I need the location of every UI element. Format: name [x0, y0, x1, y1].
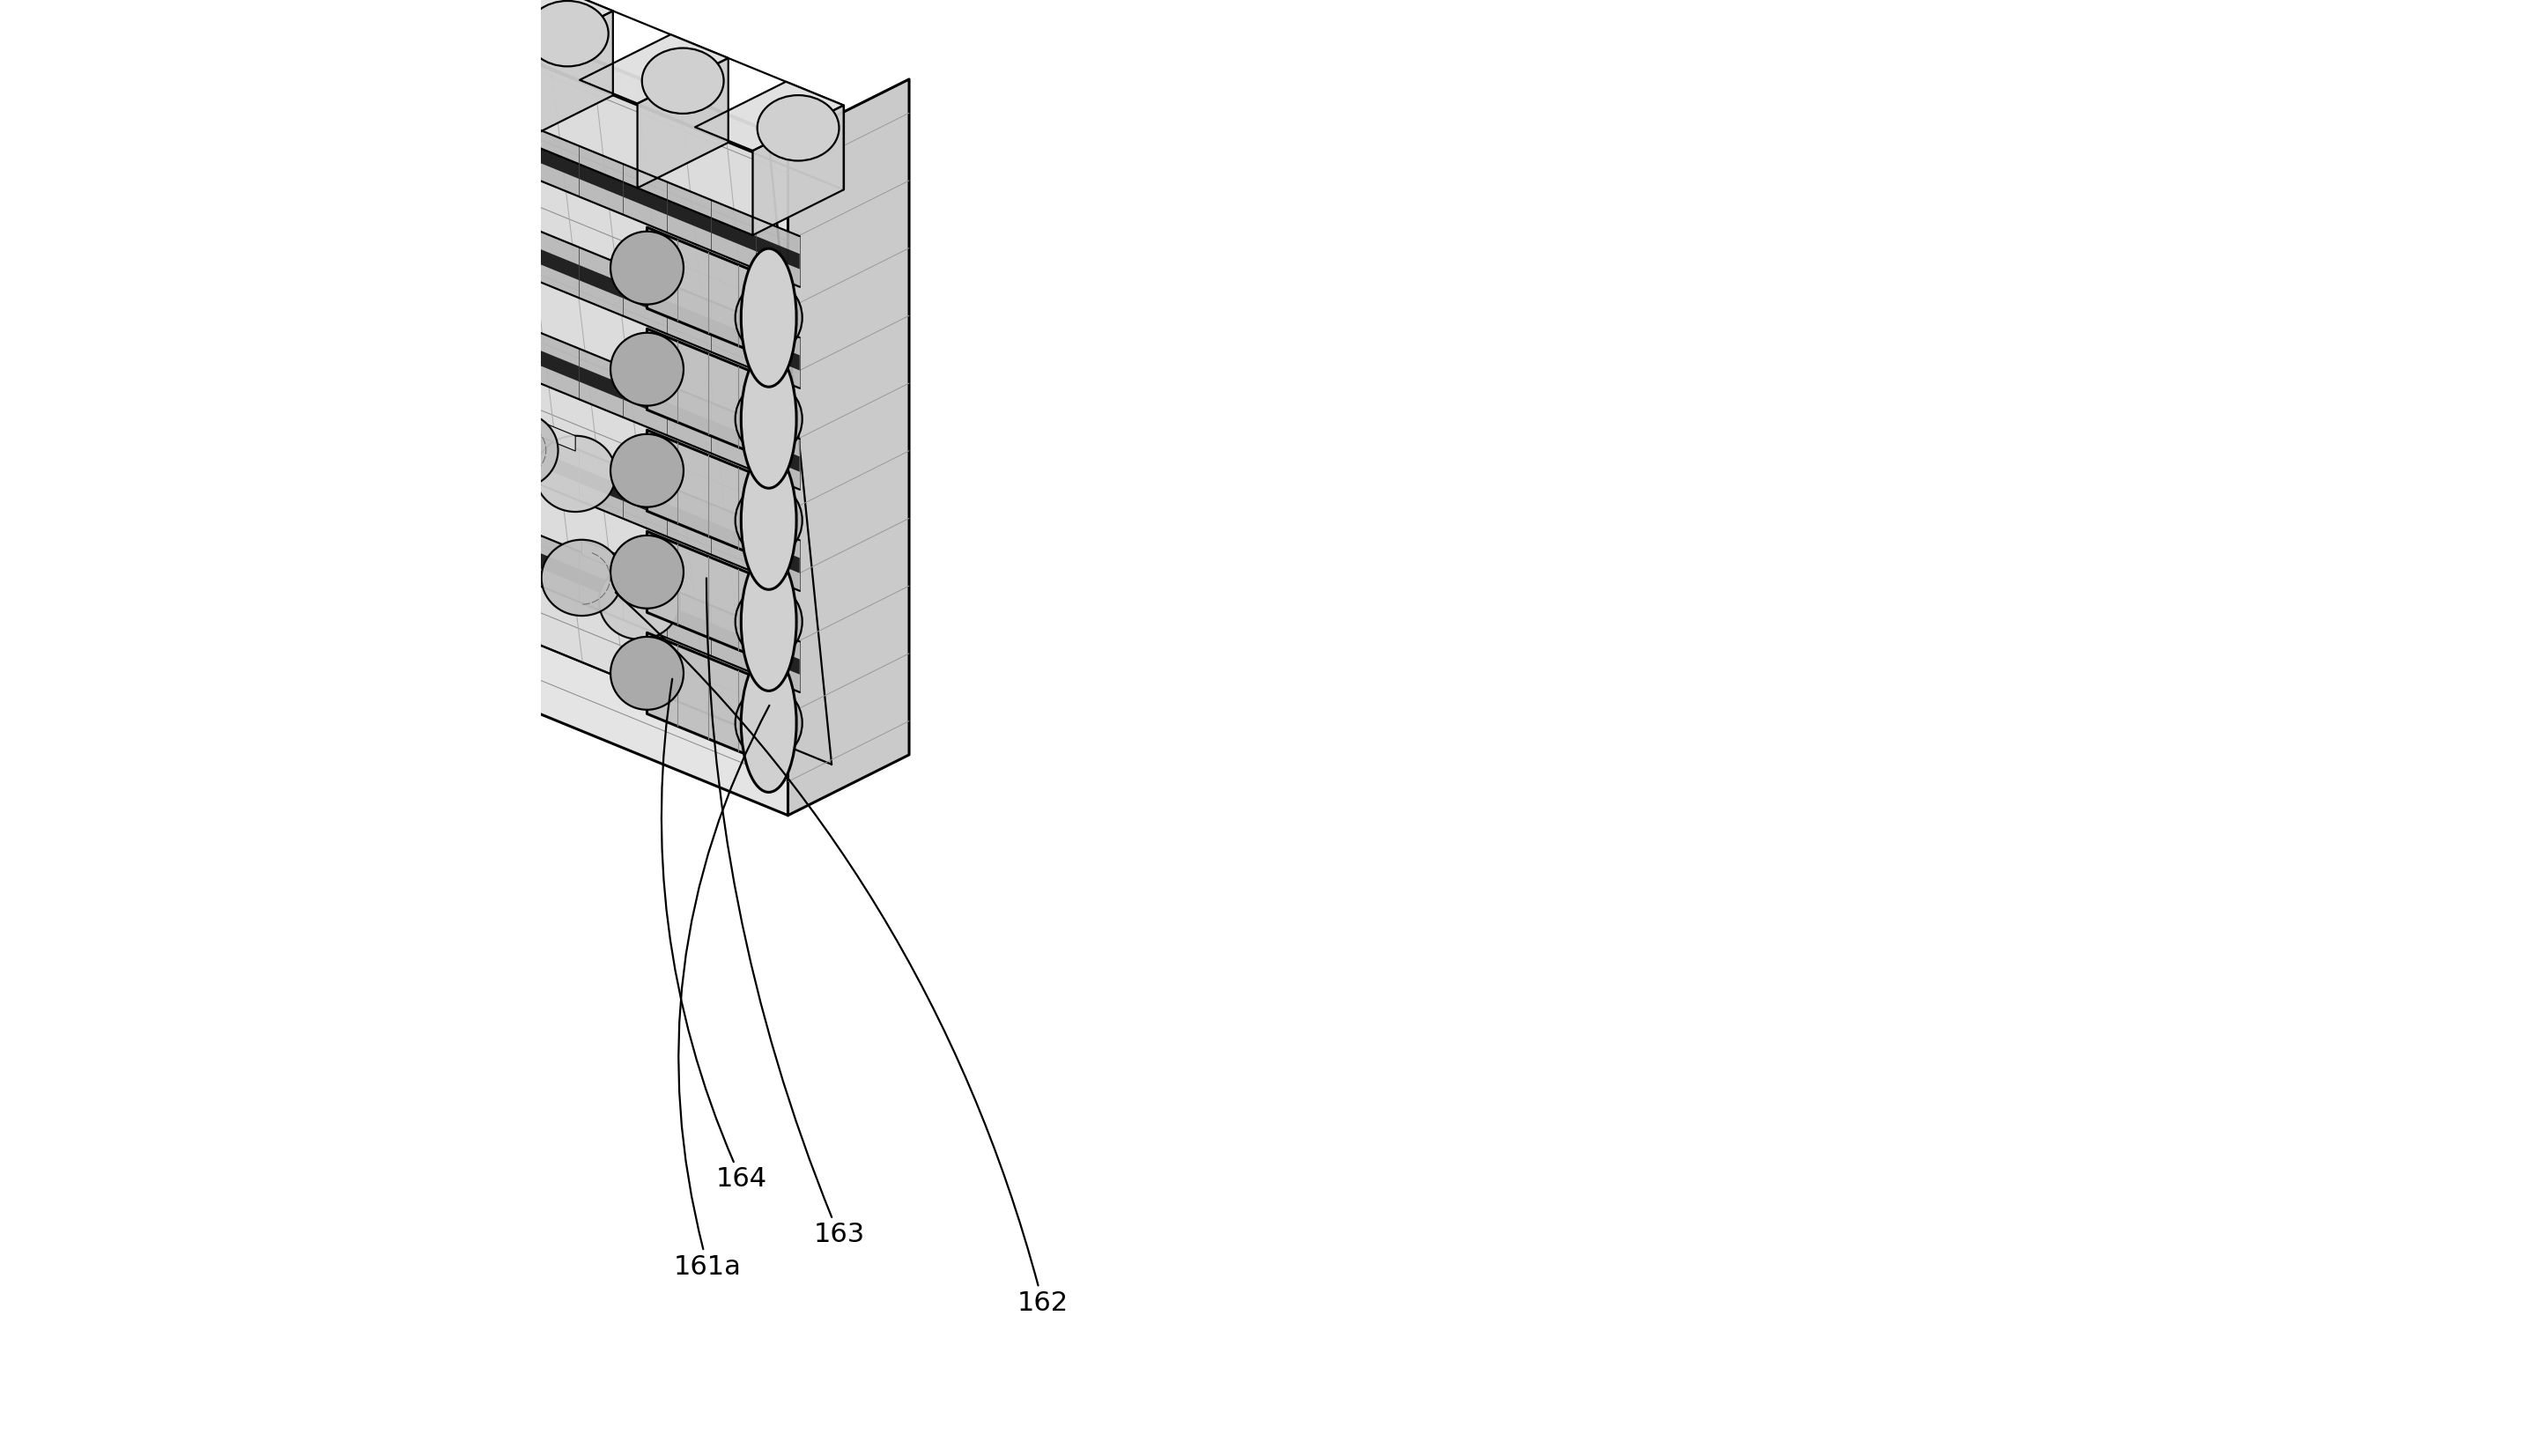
Ellipse shape [741, 552, 797, 692]
Ellipse shape [611, 232, 682, 304]
Polygon shape [198, 172, 218, 189]
Polygon shape [101, 32, 122, 50]
Text: 164: 164 [662, 678, 766, 1192]
Polygon shape [0, 0, 799, 269]
Polygon shape [0, 77, 799, 472]
Ellipse shape [741, 451, 797, 590]
Polygon shape [464, 0, 614, 57]
Polygon shape [637, 58, 728, 188]
Polygon shape [695, 82, 845, 151]
Ellipse shape [294, 335, 342, 403]
Polygon shape [292, 313, 312, 331]
Polygon shape [518, 412, 576, 451]
Ellipse shape [528, 1, 609, 67]
Ellipse shape [736, 383, 802, 456]
Polygon shape [647, 531, 769, 662]
Polygon shape [358, 440, 378, 457]
Ellipse shape [642, 48, 723, 114]
Ellipse shape [756, 95, 840, 160]
Ellipse shape [741, 654, 797, 792]
Ellipse shape [167, 182, 216, 249]
Polygon shape [789, 79, 908, 815]
Polygon shape [647, 227, 769, 358]
Ellipse shape [71, 41, 119, 108]
Ellipse shape [327, 450, 375, 517]
Polygon shape [0, 262, 799, 692]
Polygon shape [647, 633, 769, 763]
Ellipse shape [736, 483, 802, 556]
Polygon shape [147, 0, 789, 815]
Ellipse shape [381, 271, 462, 348]
Text: 163: 163 [705, 578, 865, 1248]
Ellipse shape [477, 412, 558, 488]
Polygon shape [0, 0, 799, 370]
Ellipse shape [284, 131, 365, 207]
Ellipse shape [611, 434, 682, 507]
Polygon shape [0, 0, 799, 389]
Polygon shape [753, 105, 845, 234]
Ellipse shape [264, 322, 312, 390]
Ellipse shape [157, 0, 238, 52]
Text: 162: 162 [616, 593, 1068, 1316]
Ellipse shape [736, 687, 802, 760]
Ellipse shape [104, 54, 150, 121]
Ellipse shape [736, 585, 802, 658]
Polygon shape [198, 0, 256, 16]
Ellipse shape [198, 195, 246, 262]
Polygon shape [0, 58, 799, 489]
Polygon shape [0, 280, 799, 674]
Polygon shape [647, 329, 769, 460]
Ellipse shape [741, 349, 797, 488]
Polygon shape [350, 0, 497, 9]
Polygon shape [421, 271, 479, 310]
Ellipse shape [411, 0, 492, 19]
Ellipse shape [611, 636, 682, 709]
Ellipse shape [611, 333, 682, 406]
Polygon shape [0, 0, 832, 764]
Ellipse shape [736, 281, 802, 354]
Polygon shape [647, 430, 769, 561]
Ellipse shape [535, 435, 616, 511]
Polygon shape [406, 0, 497, 93]
Ellipse shape [342, 154, 424, 230]
Polygon shape [0, 0, 799, 287]
Ellipse shape [439, 296, 520, 371]
Polygon shape [0, 178, 799, 574]
Polygon shape [292, 0, 383, 47]
Polygon shape [325, 131, 383, 170]
Polygon shape [523, 10, 614, 141]
Ellipse shape [540, 540, 622, 616]
Text: 161a: 161a [675, 705, 769, 1280]
Ellipse shape [611, 536, 682, 609]
Polygon shape [0, 160, 799, 591]
Ellipse shape [216, 0, 294, 77]
Ellipse shape [360, 463, 408, 530]
Ellipse shape [741, 249, 797, 387]
Polygon shape [581, 540, 639, 578]
Polygon shape [581, 35, 728, 103]
Ellipse shape [599, 563, 680, 639]
